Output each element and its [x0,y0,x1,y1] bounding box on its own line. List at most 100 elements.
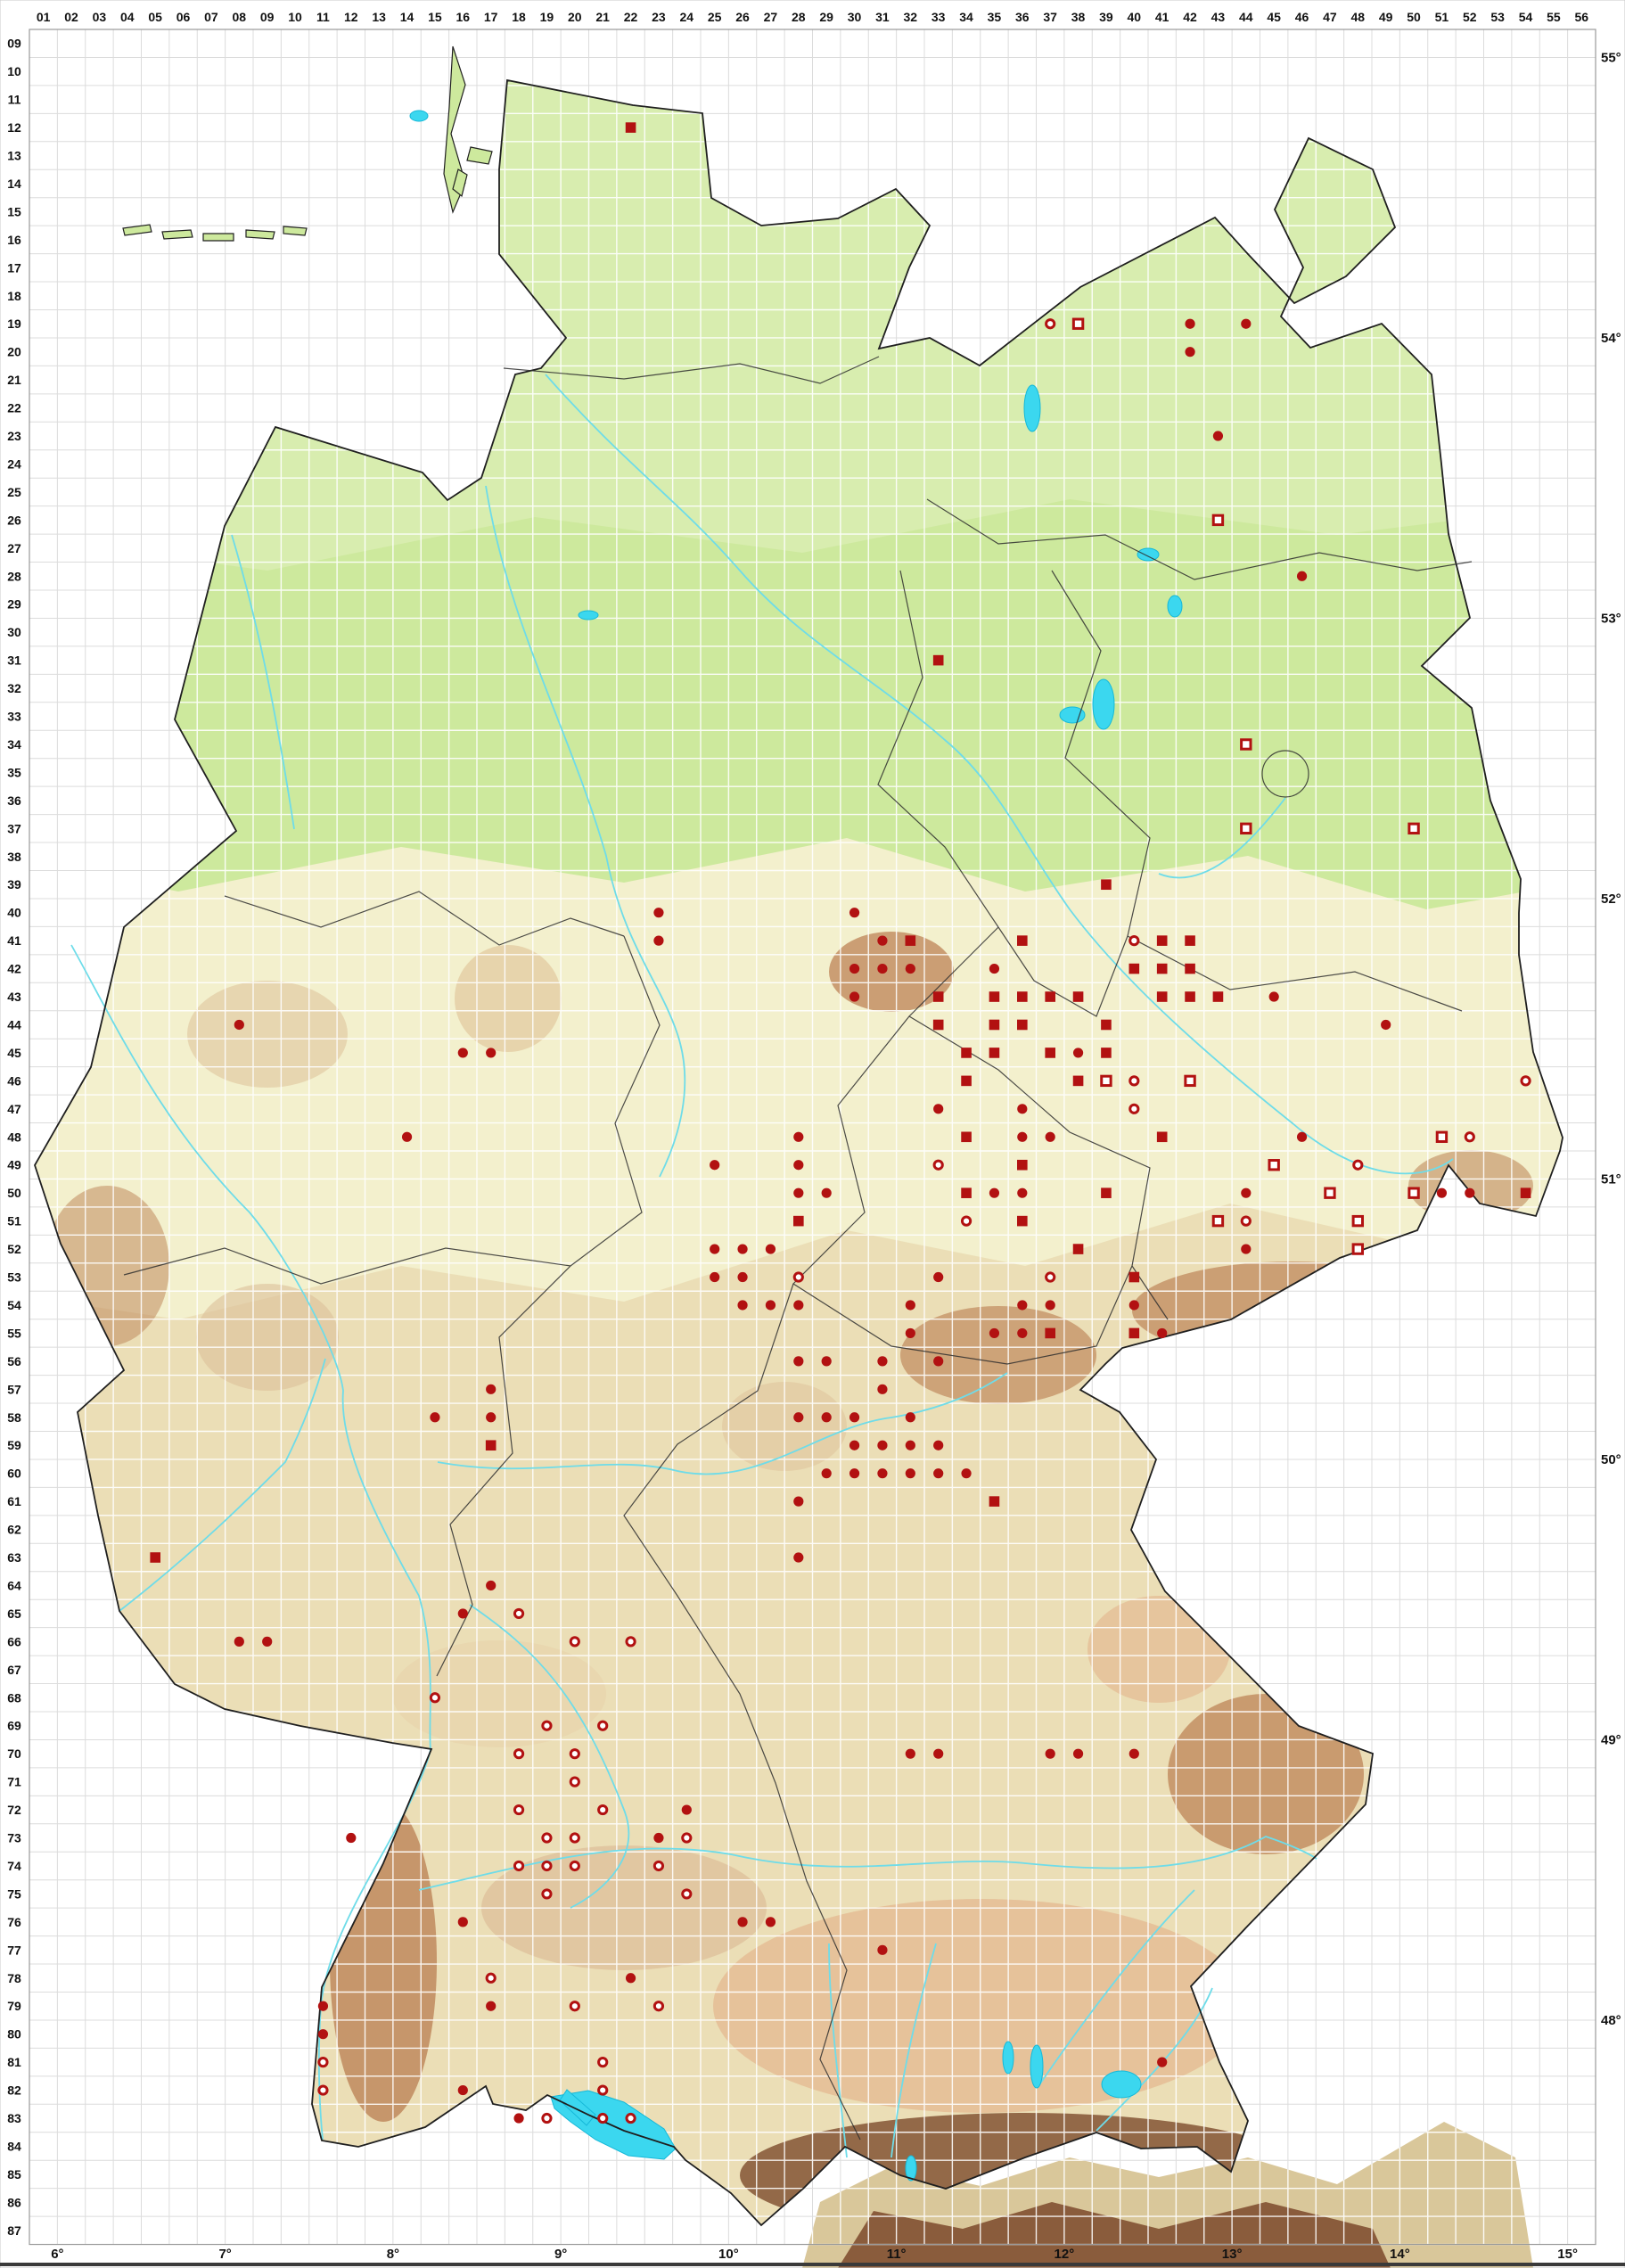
col-label: 50 [1407,10,1421,24]
row-label: 40 [7,906,21,920]
marker-open-square-record [1435,1130,1449,1143]
marker-filled-circle-record [457,2084,468,2096]
marker-filled-circle-record [234,1019,244,1031]
marker-filled-circle-record [905,1468,915,1479]
col-label: 20 [568,10,582,24]
marker-filled-circle-record [849,908,860,918]
marker-open-circle-record [597,1720,609,1731]
marker-filled-circle-record [1185,347,1195,357]
marker-filled-square-record [1156,991,1168,1002]
longitude-label: 6° [51,2247,63,2262]
marker-filled-square-record [1072,991,1084,1002]
marker-filled-square-record [485,1440,497,1451]
col-label: 40 [1128,10,1142,24]
col-label: 47 [1323,10,1337,24]
col-label: 45 [1267,10,1281,24]
marker-filled-circle-record [933,1440,944,1450]
row-label: 83 [7,2111,21,2125]
row-label: 32 [7,681,21,695]
marker-filled-circle-record [486,1384,497,1394]
row-label: 80 [7,2027,21,2042]
island [466,146,493,165]
row-label: 58 [7,1410,21,1425]
marker-filled-circle-record [1185,318,1195,329]
marker-filled-circle-record [457,1917,468,1927]
marker-filled-circle-record [933,1468,944,1479]
marker-open-circle-record [569,2001,580,2012]
row-label: 35 [7,765,21,779]
col-label: 04 [120,10,135,24]
marker-filled-circle-record [1241,1244,1252,1254]
marker-filled-circle-record [653,935,664,946]
marker-filled-square-record [1017,1215,1028,1227]
row-label: 77 [7,1943,21,1957]
marker-open-circle-record [317,2084,329,2096]
marker-open-circle-record [541,1720,553,1731]
marker-filled-square-record [1017,1159,1028,1171]
marker-filled-square-record [905,935,916,946]
marker-filled-circle-record [486,2001,497,2011]
col-label: 54 [1519,10,1533,24]
marker-filled-circle-record [1128,1300,1139,1311]
row-label: 53 [7,1270,21,1285]
marker-open-circle-record [1128,1075,1140,1087]
marker-open-square-record [1408,822,1420,835]
marker-filled-circle-record [821,1356,832,1367]
col-label: 12 [344,10,358,24]
latitude-label: 51° [1601,1171,1621,1187]
row-label: 50 [7,1186,21,1200]
col-label: 10 [288,10,302,24]
marker-open-circle-record [1128,1103,1140,1114]
marker-filled-circle-record [1045,1131,1055,1142]
marker-filled-square-record [932,654,944,666]
marker-filled-square-record [989,1048,1000,1058]
marker-filled-circle-record [1017,1104,1028,1114]
marker-open-circle-record [1045,1271,1056,1283]
marker-open-circle-record [960,1215,973,1227]
marker-filled-circle-record [905,1748,915,1759]
row-label: 72 [7,1803,21,1817]
marker-open-square-record [1408,1187,1420,1199]
marker-filled-circle-record [989,1327,1000,1339]
marker-filled-square-record [793,1215,804,1227]
marker-filled-square-record [1017,1019,1028,1031]
marker-filled-square-record [961,1048,972,1058]
marker-filled-square-record [1185,963,1195,974]
col-label: 56 [1575,10,1589,24]
marker-filled-circle-record [1017,1131,1028,1142]
row-label: 84 [7,2139,21,2153]
marker-filled-square-record [989,1019,1000,1031]
marker-open-circle-record [485,1972,497,1984]
longitude-label: 14° [1390,2247,1410,2262]
marker-filled-square-record [1017,935,1028,946]
marker-filled-circle-record [1465,1187,1475,1198]
col-label: 42 [1183,10,1197,24]
marker-open-square-record [1351,1214,1365,1228]
marker-filled-circle-record [821,1187,832,1198]
marker-open-circle-record [513,1748,525,1760]
col-label: 39 [1099,10,1113,24]
row-label: 61 [7,1494,21,1508]
col-label: 55 [1547,10,1561,24]
row-label: 74 [7,1859,21,1873]
marker-open-square-record [1240,822,1252,835]
marker-open-circle-record [1128,935,1140,947]
row-label: 51 [7,1214,21,1228]
marker-filled-square-record [1128,1327,1140,1339]
marker-filled-circle-record [765,1300,776,1311]
col-label: 48 [1351,10,1366,24]
marker-filled-circle-record [430,1412,440,1423]
longitude-label: 11° [887,2247,907,2262]
row-label: 42 [7,962,21,976]
row-label: 15 [7,204,21,218]
marker-filled-circle-record [821,1412,832,1423]
row-label: 14 [7,177,21,191]
col-label: 46 [1295,10,1309,24]
marker-filled-square-record [1185,991,1195,1002]
longitude-label: 10° [718,2247,739,2262]
marker-open-square-record [1240,738,1252,751]
marker-filled-circle-record [401,1131,413,1142]
marker-filled-circle-record [234,1636,244,1647]
marker-open-circle-record [541,1832,553,1844]
